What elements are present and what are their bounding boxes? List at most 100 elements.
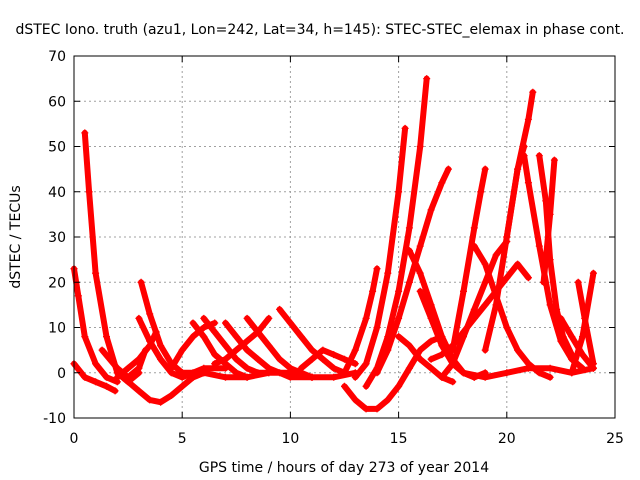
series-arc-38 [460,364,597,381]
data-point [157,355,165,363]
data-point [254,328,262,336]
data-point [135,355,143,363]
data-point [503,369,511,377]
data-point [395,287,403,295]
data-point [286,369,294,377]
data-point [92,360,100,368]
data-point [373,369,381,377]
data-point [200,324,208,331]
series-line [503,89,536,240]
data-point [384,346,392,354]
data-point [74,292,82,300]
data-point [103,382,110,390]
data-point [341,369,348,377]
data-point [405,278,413,286]
data-point [405,342,413,350]
data-point [373,265,381,273]
data-point [438,351,446,359]
series-arc-28 [470,242,554,381]
data-point [481,278,489,286]
data-point [395,382,403,390]
data-point [265,369,273,377]
data-point [178,382,186,390]
data-point [481,165,489,173]
data-point [254,355,262,363]
data-point [243,373,251,381]
data-point [514,346,522,354]
data-point [535,242,543,250]
data-point [427,206,435,214]
data-point [222,373,229,381]
data-point [470,224,478,232]
series-line [341,333,445,412]
data-point [470,242,478,250]
y-tick-label: 40 [48,185,66,201]
data-point [369,287,377,295]
data-point [351,360,359,368]
y-tick-label: 60 [48,94,66,110]
data-point [92,378,100,386]
y-tick-label: -10 [43,411,66,427]
series-line [222,320,315,381]
data-point [211,351,219,359]
data-point [589,364,597,372]
y-tick-label: 10 [48,321,66,337]
data-point [362,382,370,390]
series-arc-27 [449,165,489,354]
data-point [200,333,208,341]
series-line [276,306,348,376]
data-point [416,242,424,250]
data-point [416,143,424,150]
data-point [492,287,500,295]
data-point [416,355,424,363]
series-arc-30 [503,88,537,241]
x-tick-label: 25 [606,431,624,447]
data-point [276,355,284,363]
series-line [536,152,575,358]
data-point [330,373,338,381]
data-point [98,346,106,354]
data-point [265,314,273,322]
data-point [319,346,327,354]
series-arc-16 [297,346,359,372]
x-tick-label: 10 [281,431,299,447]
data-point [81,333,89,341]
data-point [178,369,186,377]
data-point [319,355,327,363]
data-point [574,278,582,286]
data-point [222,355,229,363]
data-point [514,260,522,268]
data-point [167,391,175,399]
data-point [308,373,316,381]
y-tick-label: 70 [48,49,66,65]
y-tick-label: 50 [48,140,66,156]
data-point [427,355,435,363]
series-arc-33 [540,156,558,286]
data-point [286,319,294,327]
data-point [222,319,229,327]
data-point [470,305,478,313]
data-point [92,269,100,277]
data-point [178,346,186,354]
data-point [384,269,392,277]
data-point [460,328,467,336]
data-point [157,398,165,406]
data-point [449,378,457,386]
data-point [520,152,528,160]
data-point [568,333,576,341]
data-point [470,314,478,322]
data-point [553,305,561,313]
data-point [568,369,576,377]
data-point [524,115,532,123]
data-point [113,369,121,377]
data-point [481,373,489,381]
data-point [481,301,489,309]
data-point [416,287,424,295]
data-point [146,310,154,318]
data-point [503,274,511,282]
series-line [428,261,532,363]
data-point [330,364,338,372]
data-point [427,364,435,372]
data-point [124,364,132,372]
